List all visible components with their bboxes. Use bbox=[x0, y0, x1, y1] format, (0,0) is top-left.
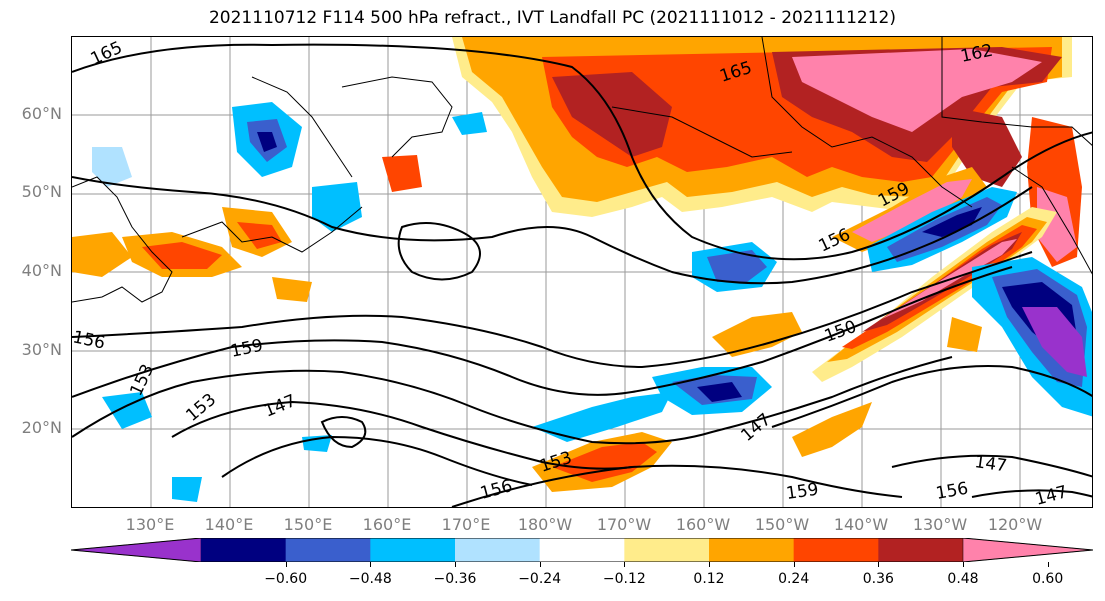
colorbar-tick-mark bbox=[709, 562, 710, 567]
colorbar-segment bbox=[793, 538, 879, 562]
lon-label: 130°W bbox=[912, 515, 968, 534]
lon-label: 150°E bbox=[283, 515, 333, 534]
colorbar-extend-low bbox=[71, 538, 202, 562]
lon-label: 170°W bbox=[596, 515, 652, 534]
colorbar-tick-label: −0.60 bbox=[264, 571, 308, 587]
colorbar-tick-label: 0.48 bbox=[947, 571, 979, 587]
colorbar-tick-label: −0.12 bbox=[602, 571, 646, 587]
lat-label: 20°N bbox=[21, 418, 62, 437]
lon-label: 160°W bbox=[675, 515, 731, 534]
colorbar-tick-label: 0.12 bbox=[693, 571, 725, 587]
colorbar-tick-label: −0.24 bbox=[518, 571, 562, 587]
contour-label: 153 bbox=[182, 390, 220, 426]
lat-label: 40°N bbox=[21, 261, 62, 280]
positive-anomaly-north bbox=[452, 37, 1082, 267]
colorbar-segment bbox=[624, 538, 710, 562]
colorbar-tick-mark bbox=[1047, 562, 1049, 567]
lon-label: 120°W bbox=[987, 515, 1043, 534]
contour-label: 156 bbox=[72, 327, 107, 353]
lat-label: 60°N bbox=[21, 104, 62, 123]
map-title: 2021110712 F114 500 hPa refract., IVT La… bbox=[208, 8, 896, 28]
lon-label: 140°E bbox=[204, 515, 254, 534]
lat-label: 30°N bbox=[21, 340, 62, 359]
contour-label: 147 bbox=[261, 391, 299, 422]
colorbar-extend-high bbox=[962, 538, 1093, 562]
contour-label: 147 bbox=[737, 410, 775, 446]
colorbar-tick-mark bbox=[793, 562, 795, 567]
colorbar-tick-label: 0.60 bbox=[1032, 571, 1064, 587]
colorbar-tick-label: −0.36 bbox=[433, 571, 477, 587]
colorbar-segment bbox=[878, 538, 964, 562]
colorbar-tick-label: 0.36 bbox=[862, 571, 894, 587]
lon-label: 170°E bbox=[441, 515, 491, 534]
lon-label: 150°W bbox=[754, 515, 810, 534]
coastlines bbox=[72, 37, 1092, 303]
map-panel: 165 165 162 159 156 150 159 156 153 153 … bbox=[71, 36, 1093, 508]
contour-label: 165 bbox=[88, 38, 126, 70]
lon-label: 180°W bbox=[517, 515, 573, 534]
colorbar-segment bbox=[285, 538, 371, 562]
colorbar-tick-mark bbox=[370, 562, 372, 567]
colorbar-tick-label: 0.24 bbox=[778, 571, 810, 587]
colorbar-tick-label: −0.48 bbox=[348, 571, 392, 587]
negative-anomaly bbox=[92, 102, 1092, 502]
colorbar-tick-mark bbox=[285, 562, 287, 567]
colorbar-tick-mark bbox=[539, 562, 541, 567]
height-contours bbox=[72, 43, 1092, 507]
lon-label: 140°W bbox=[833, 515, 889, 534]
colorbar-tick-mark bbox=[878, 562, 880, 567]
colorbar-segment bbox=[201, 538, 287, 562]
contour-label: 156 bbox=[478, 476, 515, 504]
lon-label: 130°E bbox=[125, 515, 175, 534]
contour-label: 147 bbox=[1033, 482, 1070, 508]
colorbar-segment bbox=[455, 538, 541, 562]
colorbar-segment bbox=[539, 538, 625, 562]
positive-anomaly-south bbox=[72, 155, 982, 492]
colorbar-segments bbox=[71, 538, 1093, 562]
colorbar-segment bbox=[709, 538, 795, 562]
colorbar-tick-mark bbox=[455, 562, 456, 567]
colorbar-tick-mark bbox=[624, 562, 626, 567]
contour-label: 147 bbox=[973, 452, 1008, 476]
map-canvas: 165 165 162 159 156 150 159 156 153 153 … bbox=[72, 37, 1092, 508]
contour-label: 156 bbox=[934, 479, 969, 504]
contour-label: 159 bbox=[229, 336, 265, 362]
colorbar-tick-mark bbox=[963, 562, 964, 567]
colorbar bbox=[71, 538, 1093, 562]
lat-label: 50°N bbox=[21, 182, 62, 201]
lon-label: 160°E bbox=[362, 515, 412, 534]
colorbar-segment bbox=[370, 538, 456, 562]
contour-label: 159 bbox=[785, 480, 820, 504]
